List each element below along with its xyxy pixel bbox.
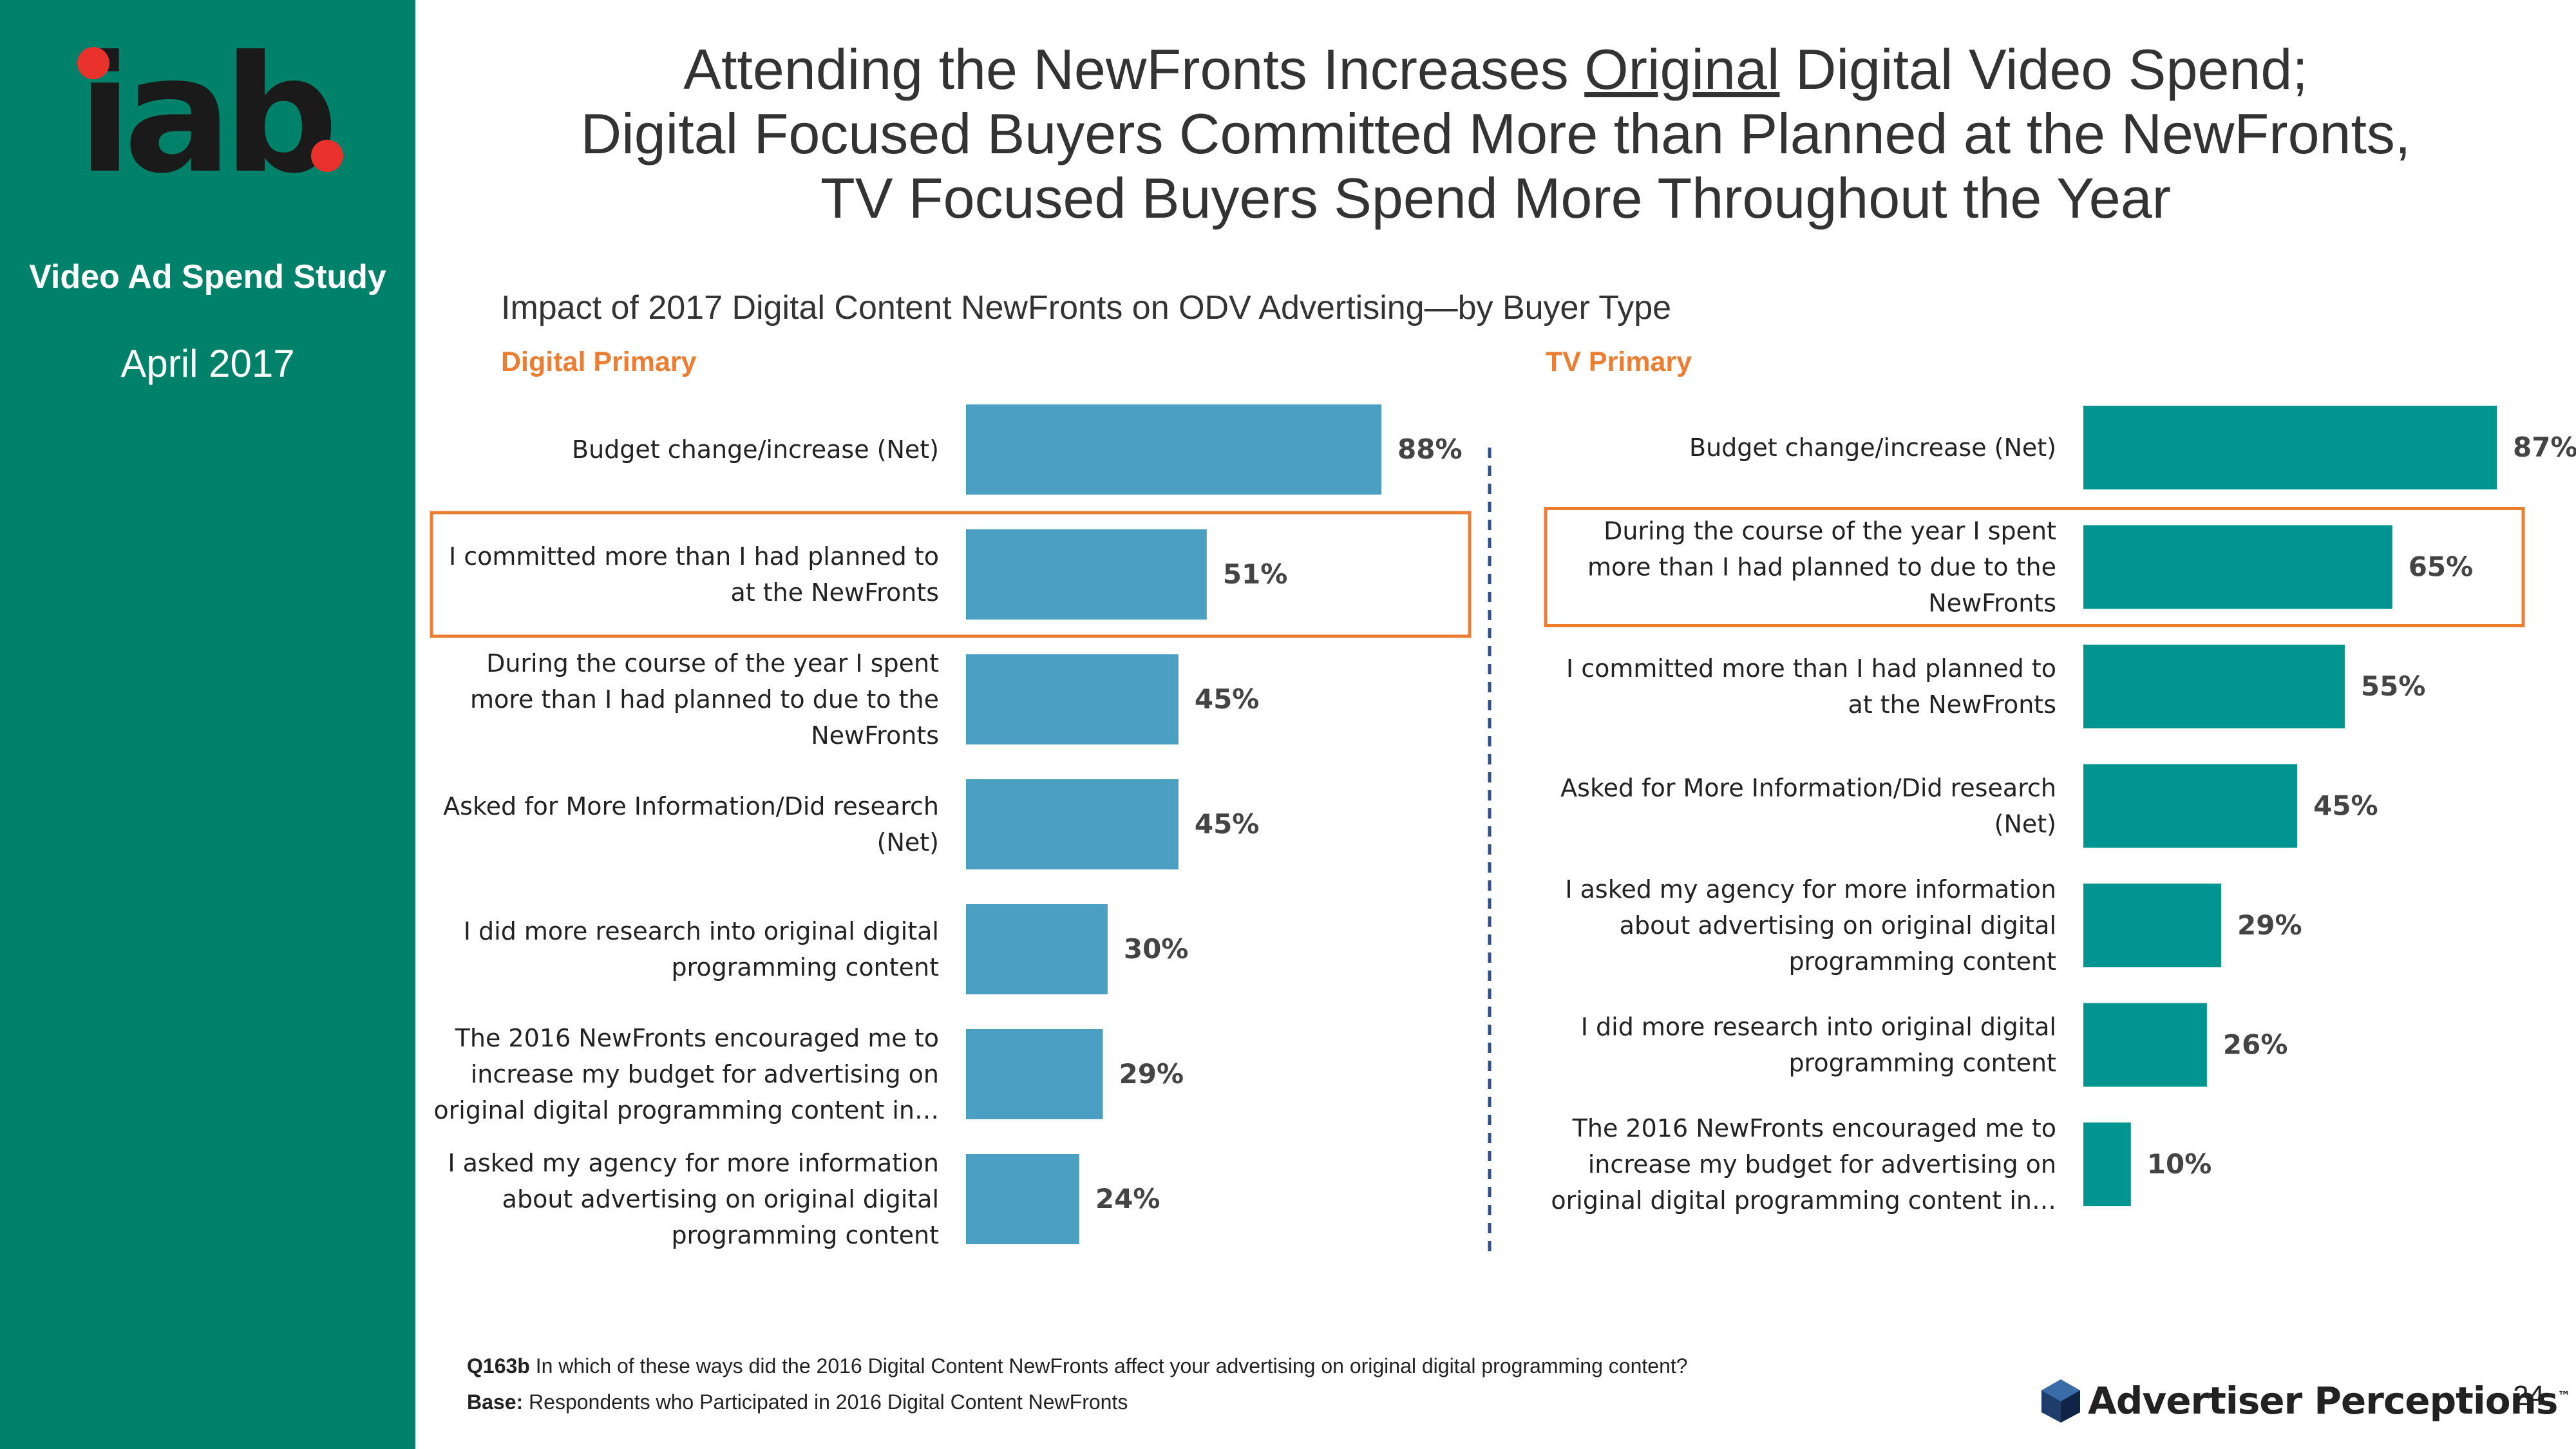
- tv-bar-4: [2083, 764, 2298, 848]
- digital-bar-6: [966, 1029, 1103, 1119]
- tv-value-label-1: 87%: [2513, 431, 2576, 463]
- digital-bar-4: [966, 779, 1179, 869]
- tv-bar-2: [2083, 525, 2392, 609]
- tv-category-label-1: Budget change/increase (Net): [1689, 433, 2056, 462]
- digital-value-label-6: 29%: [1119, 1058, 1184, 1090]
- advertiser-perceptions-logo: Advertiser Perceptions™: [2040, 1375, 2570, 1426]
- title-line-2: Digital Focused Buyers Committed More th…: [580, 102, 2411, 166]
- tv-category-label-5: I asked my agency for more information ab…: [1565, 875, 2056, 976]
- footnote: Q163b In which of these ways did the 201…: [467, 1348, 1688, 1420]
- tv-bar-1: [2083, 406, 2497, 489]
- digital-bar-7: [966, 1154, 1079, 1244]
- digital-category-label-4: Asked for More Information/Did research(…: [443, 792, 939, 857]
- title-line-3: TV Focused Buyers Spend More Throughout …: [820, 166, 2171, 230]
- tv-value-label-3: 55%: [2361, 670, 2426, 702]
- tv-bar-6: [2083, 1003, 2207, 1087]
- digital-category-label-1: Budget change/increase (Net): [572, 435, 939, 464]
- sidebar: iab Video Ad Spend Study April 2017: [0, 0, 415, 1449]
- digital-bar-2: [966, 529, 1207, 620]
- digital-value-label-3: 45%: [1195, 683, 1260, 715]
- panel-title-tv-primary: TV Primary: [1546, 346, 1692, 377]
- study-date: April 2017: [120, 342, 295, 385]
- digital-category-label-3: During the course of the year I spent mor…: [470, 649, 939, 750]
- digital-category-label-6: The 2016 NewFronts encouraged me to incre…: [433, 1024, 939, 1124]
- footnote-base: Base: Respondents who Participated in 20…: [467, 1390, 1128, 1414]
- digital-bar-3: [966, 654, 1179, 744]
- tv-category-label-3: I committed more than I had planned to at…: [1566, 654, 2056, 719]
- tv-bar-5: [2083, 884, 2222, 967]
- digital-value-label-4: 45%: [1195, 808, 1260, 840]
- page-title: Attending the NewFronts Increases Origin…: [415, 37, 2576, 231]
- digital-value-label-2: 51%: [1223, 558, 1288, 590]
- tv-highlight-box: [1544, 507, 2525, 627]
- digital-category-label-7: I asked my agency for more information ab…: [448, 1149, 939, 1249]
- digital-value-label-5: 30%: [1124, 933, 1189, 965]
- tv-value-label-6: 26%: [2223, 1029, 2288, 1061]
- panel-title-digital-primary: Digital Primary: [501, 346, 697, 377]
- brand-name: Advertiser Perceptions™: [2088, 1379, 2570, 1423]
- chart-subtitle: Impact of 2017 Digital Content NewFronts…: [501, 289, 1672, 327]
- digital-category-label-2: I committed more than I had planned to at…: [449, 542, 939, 607]
- study-name: Video Ad Spend Study: [29, 258, 386, 296]
- tv-value-label-7: 10%: [2147, 1148, 2212, 1180]
- tv-bar-7: [2083, 1122, 2131, 1206]
- tv-category-label-2: During the course of the year I spent mor…: [1587, 517, 2056, 618]
- page-number: 24: [2513, 1380, 2544, 1412]
- svg-text:iab: iab: [77, 39, 331, 187]
- iab-logo: iab: [77, 39, 343, 187]
- tv-bar-3: [2083, 645, 2345, 728]
- digital-bar-5: [966, 904, 1108, 994]
- digital-category-label-5: I did more research into original digita…: [464, 917, 939, 981]
- tv-value-label-5: 29%: [2237, 909, 2302, 941]
- footnote-question: Q163b In which of these ways did the 201…: [467, 1354, 1688, 1378]
- tv-category-label-4: Asked for More Information/Did research(…: [1560, 774, 2056, 838]
- digital-value-label-7: 24%: [1095, 1183, 1160, 1215]
- digital-highlight-box: [430, 511, 1472, 638]
- cube-icon: [2041, 1379, 2080, 1423]
- tv-category-label-7: The 2016 NewFronts encouraged me to incre…: [1551, 1114, 2056, 1215]
- digital-bar-1: [966, 404, 1382, 495]
- tv-category-label-6: I did more research into original digita…: [1581, 1013, 2056, 1077]
- tv-value-label-4: 45%: [2313, 790, 2378, 822]
- digital-value-label-1: 88%: [1397, 433, 1463, 465]
- tv-value-label-2: 65%: [2409, 551, 2474, 583]
- title-line-1: Attending the NewFronts Increases Origin…: [683, 37, 2308, 101]
